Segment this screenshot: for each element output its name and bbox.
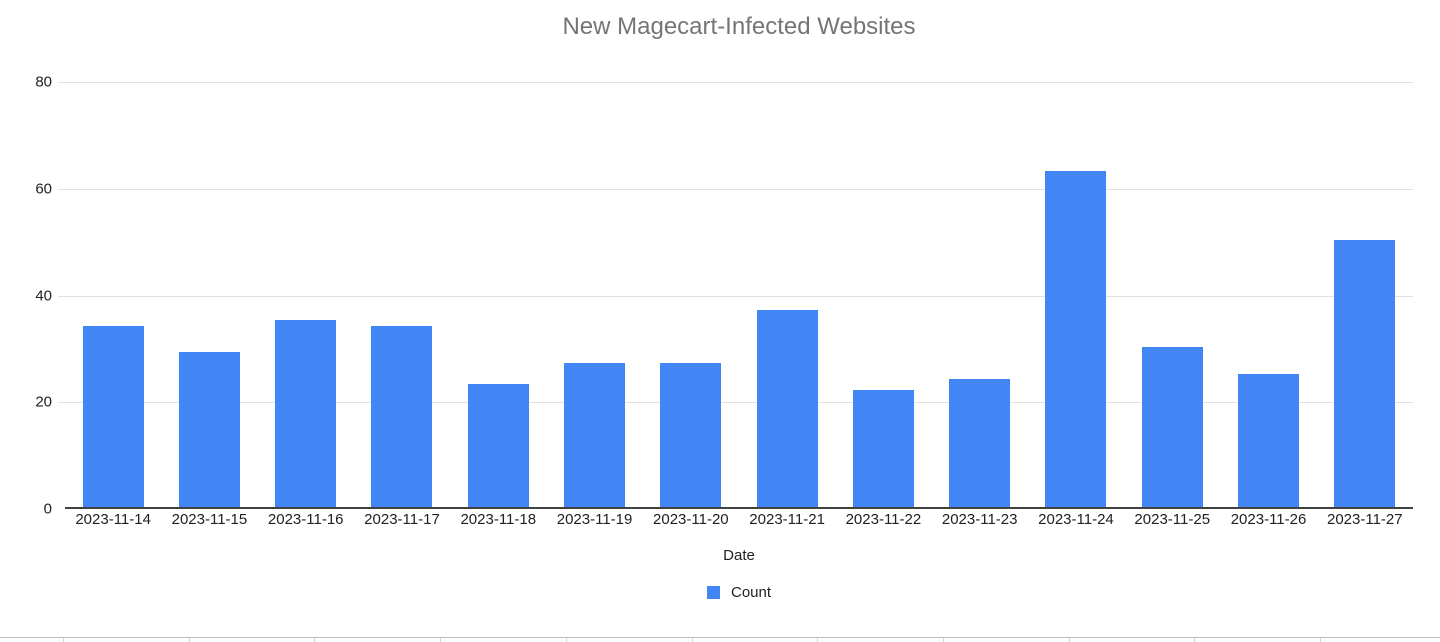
sheet-column-edge [692, 638, 693, 642]
x-axis-title: Date [723, 547, 755, 564]
sheet-column-edge [440, 638, 441, 642]
x-tick-label-2023-11-18: 2023-11-18 [460, 511, 537, 528]
y-tick-label-60: 60 [35, 180, 52, 198]
bar-2023-11-20[interactable] [660, 362, 722, 507]
sheet-grid-strip [0, 637, 1440, 642]
sheet-column-edge [817, 638, 818, 642]
bar-2023-11-24[interactable] [1045, 170, 1107, 507]
x-tick-label-2023-11-16: 2023-11-16 [267, 511, 344, 528]
bar-slot [546, 82, 642, 507]
bar-slot [739, 82, 835, 507]
bar-slot [1028, 82, 1124, 507]
legend: Count [65, 584, 1413, 601]
x-tick-label-2023-11-19: 2023-11-19 [556, 511, 633, 528]
bar-slot [1317, 82, 1413, 507]
sheet-column-edge [1194, 638, 1195, 642]
sheet-column-edge [189, 638, 190, 642]
gridline-40 [58, 295, 1413, 297]
legend-label: Count [730, 584, 772, 601]
bar-slot [258, 82, 354, 507]
x-tick-label-2023-11-17: 2023-11-17 [364, 511, 440, 528]
x-tick-label-2023-11-21: 2023-11-21 [749, 511, 825, 528]
y-tick-label-80: 80 [35, 73, 52, 91]
x-tick-label-2023-11-14: 2023-11-14 [75, 511, 151, 528]
x-tick-label-2023-11-27: 2023-11-27 [1326, 511, 1403, 528]
bar-2023-11-17[interactable] [371, 325, 433, 507]
bar-2023-11-16[interactable] [275, 320, 337, 507]
bar-2023-11-18[interactable] [467, 384, 529, 507]
sheet-column-edge [943, 638, 944, 642]
y-tick-label-20: 20 [35, 393, 52, 411]
bar-slot [161, 82, 257, 507]
x-tick-label-2023-11-15: 2023-11-15 [171, 511, 248, 528]
bar-slot [835, 82, 931, 507]
plot-area [58, 82, 1413, 509]
y-tick-label-40: 40 [35, 287, 52, 304]
x-axis-labels: 2023-11-14 2023-11-15 2023-11-16 2023-11-17… [65, 511, 1413, 528]
legend-swatch-icon [706, 586, 720, 599]
bar-slot [65, 82, 161, 507]
gridline-60 [58, 188, 1413, 190]
y-tick-label-0: 0 [43, 500, 52, 518]
sheet-column-edge [566, 638, 567, 642]
bar-2023-11-19[interactable] [564, 362, 626, 507]
bar-2023-11-14[interactable] [82, 325, 144, 507]
x-tick-label-2023-11-26: 2023-11-26 [1230, 511, 1307, 528]
bar-slot [1124, 82, 1220, 507]
x-tick-label-2023-11-20: 2023-11-20 [653, 511, 729, 528]
chart-title: New Magecart-Infected Websites [562, 13, 916, 40]
sheet-column-edge [1320, 638, 1321, 642]
y-axis-labels: 0 20 40 60 80 [0, 74, 52, 518]
bar-2023-11-22[interactable] [852, 389, 914, 507]
bar-2023-11-27[interactable] [1334, 240, 1396, 507]
x-tick-label-2023-11-25: 2023-11-25 [1134, 511, 1211, 528]
bar-2023-11-25[interactable] [1141, 346, 1203, 507]
bar-slot [1220, 82, 1316, 507]
bar-slot [354, 82, 450, 507]
bar-2023-11-23[interactable] [949, 378, 1011, 507]
sheet-column-edge [63, 638, 64, 642]
x-tick-label-2023-11-24: 2023-11-24 [1038, 511, 1114, 528]
sheet-column-edge [1069, 638, 1070, 642]
gridline-80 [58, 82, 1413, 83]
sheet-column-edge [314, 638, 315, 642]
bar-series-count [65, 82, 1413, 507]
bar-slot [932, 82, 1028, 507]
x-tick-label-2023-11-22: 2023-11-22 [845, 511, 922, 528]
bar-2023-11-21[interactable] [756, 309, 818, 507]
bar-2023-11-15[interactable] [178, 352, 240, 507]
bar-slot [643, 82, 739, 507]
gridline-20 [58, 402, 1413, 404]
x-tick-label-2023-11-23: 2023-11-23 [941, 511, 1018, 528]
bar-2023-11-26[interactable] [1238, 373, 1300, 507]
bar-slot [450, 82, 546, 507]
